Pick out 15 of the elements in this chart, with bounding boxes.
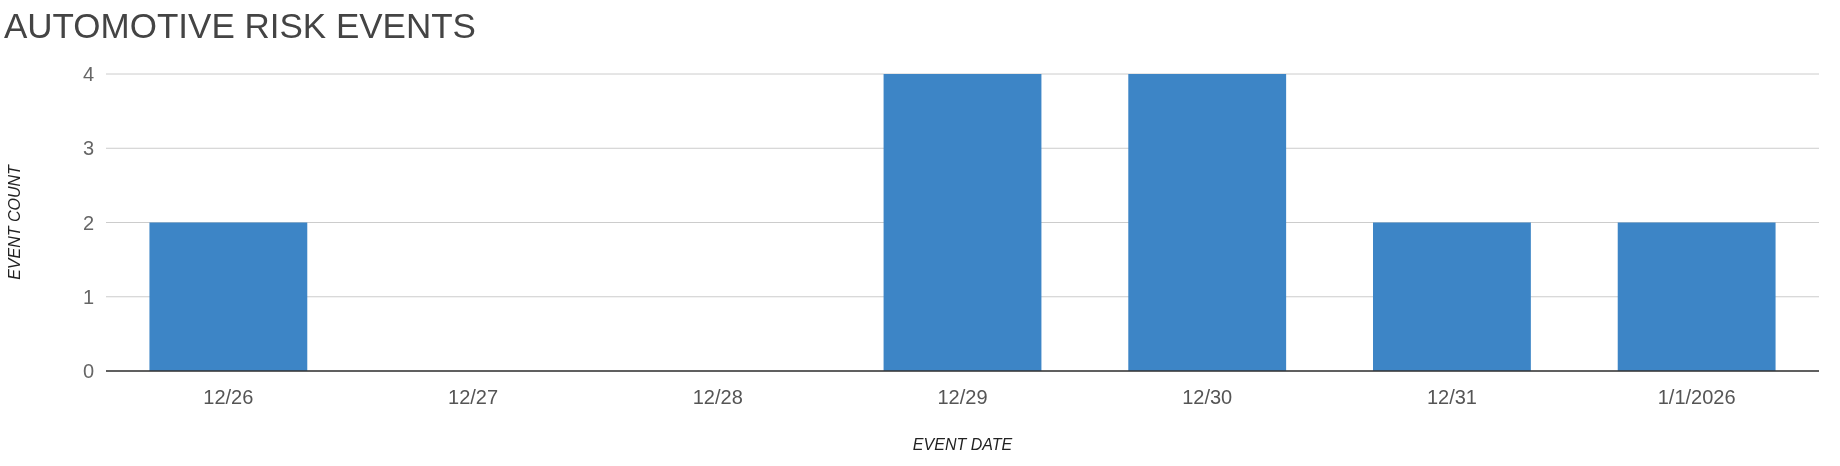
y-tick-label: 2	[82, 211, 94, 234]
x-tick-label: 12/26	[203, 386, 254, 408]
x-tick-label: 1/1/2026	[1657, 386, 1736, 408]
x-axis-title: EVENT DATE	[912, 436, 1013, 453]
y-tick-label: 3	[82, 137, 94, 160]
x-tick-label: 12/30	[1182, 386, 1233, 408]
y-tick-label: 1	[82, 285, 94, 308]
x-tick-label: 12/28	[692, 386, 743, 408]
y-tick-label: 0	[82, 360, 94, 382]
x-tick-label: 12/27	[448, 386, 499, 408]
y-tick-label: 4	[82, 63, 94, 85]
chart-title: AUTOMOTIVE RISK EVENTS	[4, 6, 476, 45]
x-tick-label: 12/29	[937, 386, 988, 408]
y-axis-title: EVENT COUNT	[6, 163, 23, 280]
x-tick-label: 12/31	[1426, 386, 1477, 408]
